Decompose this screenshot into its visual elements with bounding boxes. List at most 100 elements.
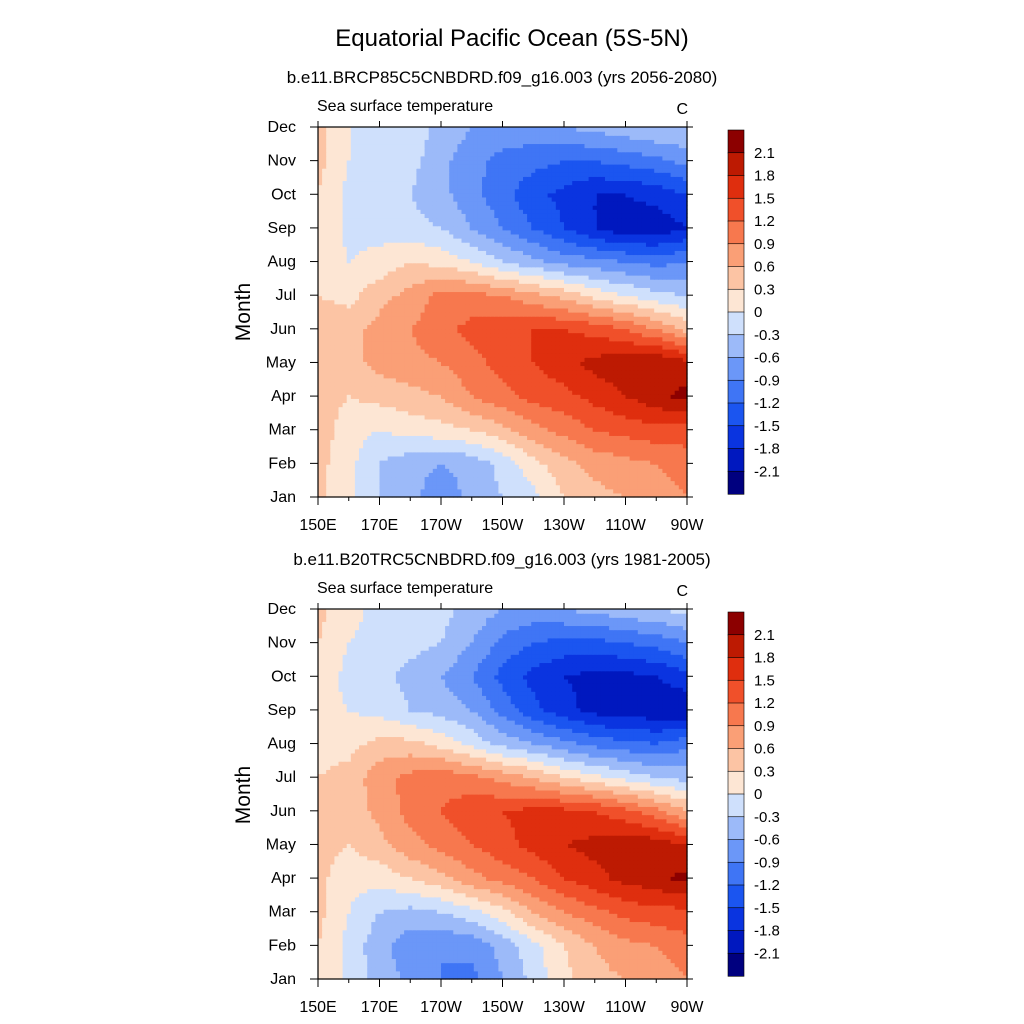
- heatmap-cell: [535, 349, 540, 354]
- heatmap-cell: [506, 295, 512, 301]
- heatmap-cell: [629, 344, 635, 350]
- heatmap-cell: [416, 390, 422, 395]
- heatmap-cell: [678, 431, 684, 436]
- heatmap-cell: [416, 439, 422, 445]
- heatmap-cell: [543, 406, 549, 412]
- heatmap-cell: [387, 275, 393, 280]
- heatmap-cell: [605, 468, 610, 473]
- heatmap-cell: [596, 275, 602, 280]
- heatmap-cell: [543, 398, 549, 404]
- heatmap-cell: [391, 480, 397, 486]
- heatmap-cell: [527, 365, 532, 371]
- heatmap-cell: [420, 484, 426, 490]
- heatmap-cell: [432, 402, 438, 408]
- heatmap-cell: [621, 283, 627, 288]
- heatmap-cell: [580, 472, 586, 478]
- heatmap-cell: [576, 344, 581, 350]
- heatmap-cell: [326, 353, 331, 358]
- heatmap-cell: [379, 386, 385, 391]
- heatmap-cell: [338, 361, 344, 367]
- heatmap-cell: [502, 464, 508, 469]
- heatmap-cell: [469, 447, 475, 453]
- heatmap-cell: [490, 423, 495, 428]
- heatmap-cell: [318, 299, 323, 305]
- heatmap-cell: [391, 279, 397, 284]
- heatmap-cell: [506, 349, 512, 354]
- heatmap-cell: [588, 320, 594, 325]
- heatmap-cell: [363, 402, 368, 408]
- heatmap-cell: [416, 414, 422, 420]
- heatmap-cell: [531, 476, 536, 482]
- heatmap-cell: [441, 472, 446, 478]
- heatmap-cell: [412, 320, 417, 325]
- heatmap-cell: [391, 324, 397, 330]
- heatmap-cell: [670, 295, 676, 301]
- heatmap-cell: [633, 484, 639, 490]
- heatmap-cell: [646, 283, 651, 288]
- heatmap-cell: [662, 377, 668, 383]
- heatmap-cell: [564, 468, 569, 473]
- heatmap-cell: [461, 336, 467, 342]
- heatmap-cell: [543, 390, 549, 395]
- heatmap-cell: [436, 447, 442, 453]
- heatmap-cell: [371, 357, 376, 362]
- heatmap-cell: [641, 316, 647, 321]
- heatmap-cell: [584, 443, 590, 449]
- heatmap-cell: [322, 312, 327, 317]
- heatmap-cell: [617, 324, 622, 330]
- heatmap-cell: [674, 275, 680, 280]
- heatmap-cell: [432, 484, 438, 490]
- heatmap-cell: [363, 398, 368, 404]
- heatmap-cell: [650, 488, 655, 494]
- heatmap-cell: [633, 365, 639, 371]
- heatmap-cell: [502, 295, 508, 301]
- heatmap-cell: [322, 381, 327, 387]
- heatmap-cell: [527, 307, 532, 313]
- heatmap-cell: [363, 455, 368, 461]
- heatmap-cell: [322, 435, 327, 441]
- heatmap-cell: [625, 328, 631, 334]
- heatmap-cell: [420, 340, 426, 346]
- heatmap-cell: [490, 410, 495, 416]
- heatmap-cell: [404, 492, 409, 498]
- heatmap-cell: [514, 377, 520, 383]
- heatmap-cell: [682, 320, 688, 325]
- heatmap-cell: [654, 279, 659, 284]
- heatmap-cell: [625, 283, 631, 288]
- heatmap-cell: [404, 320, 409, 325]
- heatmap-cell: [674, 332, 680, 338]
- heatmap-cell: [506, 316, 512, 321]
- heatmap-cell: [674, 307, 680, 313]
- heatmap-cell: [326, 270, 331, 276]
- heatmap-cell: [490, 464, 495, 469]
- heatmap-cell: [539, 443, 545, 449]
- heatmap-cell: [477, 275, 483, 280]
- heatmap-cell: [445, 349, 450, 354]
- heatmap-cell: [498, 484, 504, 490]
- heatmap-cell: [605, 328, 610, 334]
- heatmap-cell: [412, 414, 417, 420]
- heatmap-cell: [445, 435, 450, 441]
- heatmap-cell: [531, 349, 536, 354]
- heatmap-cell: [682, 451, 688, 457]
- heatmap-cell: [375, 373, 381, 379]
- heatmap-cell: [523, 365, 528, 371]
- heatmap-cell: [473, 340, 479, 346]
- heatmap-cell: [359, 361, 364, 367]
- heatmap-cell: [383, 480, 389, 486]
- heatmap-cell: [363, 340, 368, 346]
- heatmap-cell: [605, 427, 610, 432]
- heatmap-cell: [387, 303, 393, 309]
- heatmap-cell: [469, 410, 475, 416]
- panel-top-title: b.e11.BRCP85C5CNBDRD.f09_g16.003 (yrs 20…: [287, 68, 718, 87]
- heatmap-cell: [531, 414, 536, 420]
- heatmap-cell: [666, 295, 672, 301]
- heatmap-cell: [436, 427, 442, 432]
- heatmap-cell: [543, 328, 549, 334]
- heatmap-cell: [338, 365, 344, 371]
- heatmap-cell: [605, 373, 610, 379]
- heatmap-cell: [367, 406, 372, 412]
- heatmap-cell: [658, 336, 663, 342]
- heatmap-cell: [338, 480, 344, 486]
- heatmap-cell: [371, 369, 376, 375]
